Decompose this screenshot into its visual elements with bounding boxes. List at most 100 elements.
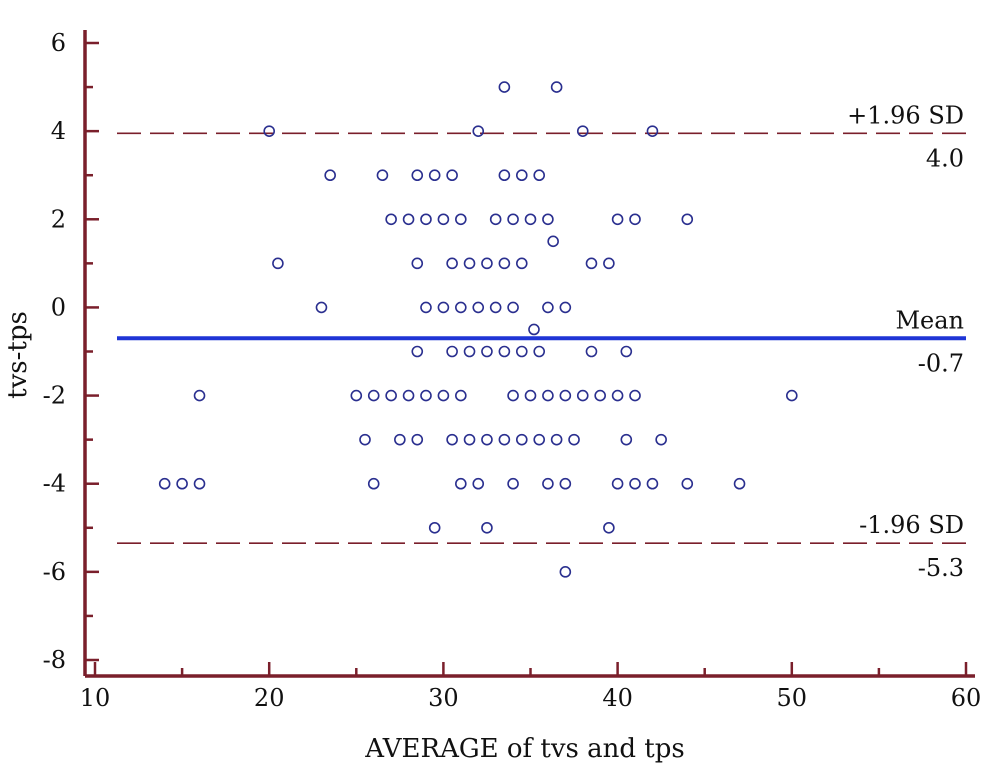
data-point xyxy=(629,213,641,226)
data-point xyxy=(533,169,546,182)
y-tick-label: 2 xyxy=(51,205,66,233)
axis-ticks xyxy=(85,41,968,676)
data-point xyxy=(620,345,633,358)
data-point xyxy=(481,345,493,358)
data-points xyxy=(158,81,798,578)
data-point xyxy=(681,477,694,490)
mean-label: Mean xyxy=(895,306,964,334)
data-point xyxy=(446,169,458,182)
data-point xyxy=(428,521,441,534)
x-tick-label: 50 xyxy=(777,684,808,712)
data-point xyxy=(542,477,554,490)
data-point xyxy=(559,301,572,314)
data-point xyxy=(446,257,458,270)
data-point xyxy=(542,389,554,402)
data-point xyxy=(507,301,519,314)
data-point xyxy=(533,345,546,358)
upper-limit-value: 4.0 xyxy=(926,144,964,172)
y-axis-title: tvs-tps xyxy=(3,311,33,399)
data-point xyxy=(437,301,450,314)
data-point xyxy=(498,345,511,358)
data-point xyxy=(594,389,606,402)
data-point xyxy=(481,521,493,534)
data-point xyxy=(472,477,485,490)
data-point xyxy=(420,389,432,402)
plot-frame xyxy=(83,30,975,678)
data-point xyxy=(646,125,659,137)
data-point xyxy=(507,213,519,226)
data-point xyxy=(385,213,397,226)
data-point xyxy=(515,345,528,358)
data-point xyxy=(411,345,424,358)
data-point xyxy=(559,477,572,490)
data-point xyxy=(481,433,493,446)
data-point xyxy=(376,169,389,182)
data-point xyxy=(585,345,598,358)
data-point xyxy=(385,389,397,402)
data-point xyxy=(524,213,537,226)
y-tick-label: 4 xyxy=(51,117,66,145)
data-point xyxy=(463,257,476,270)
data-point xyxy=(733,477,746,490)
data-point xyxy=(428,169,441,182)
data-point xyxy=(455,213,467,226)
data-point xyxy=(455,477,467,490)
data-point xyxy=(411,169,424,182)
data-point xyxy=(420,213,432,226)
data-point xyxy=(350,389,363,402)
y-tick-label: -4 xyxy=(43,470,66,498)
data-point xyxy=(629,389,641,402)
data-point xyxy=(411,257,424,270)
data-point xyxy=(547,235,559,248)
data-point xyxy=(176,477,188,490)
data-point xyxy=(315,301,328,314)
data-point xyxy=(437,213,450,226)
y-tick-label: 6 xyxy=(51,29,66,57)
data-point xyxy=(603,521,615,534)
data-point xyxy=(472,301,485,314)
x-tick-label: 10 xyxy=(80,684,111,712)
data-point xyxy=(446,433,458,446)
x-tick-label: 40 xyxy=(602,684,633,712)
data-point xyxy=(576,125,589,137)
y-tick-label: -6 xyxy=(43,558,66,586)
data-point xyxy=(367,477,380,490)
x-tick-label: 20 xyxy=(254,684,285,712)
data-point xyxy=(437,389,450,402)
data-point xyxy=(402,213,415,226)
lower-limit-value: -5.3 xyxy=(918,554,964,582)
data-point xyxy=(542,301,554,314)
data-point xyxy=(420,301,432,314)
data-point xyxy=(463,433,476,446)
y-tick-label: -8 xyxy=(43,646,66,674)
data-point xyxy=(611,213,624,226)
data-point xyxy=(472,125,485,137)
data-point xyxy=(559,389,572,402)
data-point xyxy=(620,433,633,446)
upper-limit-label: +1.96 SD xyxy=(847,101,964,129)
data-point xyxy=(515,257,528,270)
data-point xyxy=(498,81,511,93)
data-point xyxy=(455,301,467,314)
data-point xyxy=(507,389,519,402)
x-axis-title: AVERAGE of tvs and tps xyxy=(364,734,684,764)
data-point xyxy=(568,433,580,446)
data-point xyxy=(263,125,276,137)
data-point xyxy=(785,389,798,402)
data-point xyxy=(528,323,540,336)
data-point xyxy=(463,345,476,358)
data-point xyxy=(611,477,624,490)
data-point xyxy=(446,345,458,358)
data-point xyxy=(524,389,537,402)
data-point xyxy=(359,433,371,446)
data-point xyxy=(193,389,206,402)
data-point xyxy=(533,433,546,446)
data-point xyxy=(559,566,572,578)
data-point xyxy=(611,389,624,402)
data-point xyxy=(550,81,563,93)
data-point xyxy=(646,477,659,490)
data-point xyxy=(158,477,171,490)
data-point xyxy=(411,433,424,446)
data-point xyxy=(515,169,528,182)
